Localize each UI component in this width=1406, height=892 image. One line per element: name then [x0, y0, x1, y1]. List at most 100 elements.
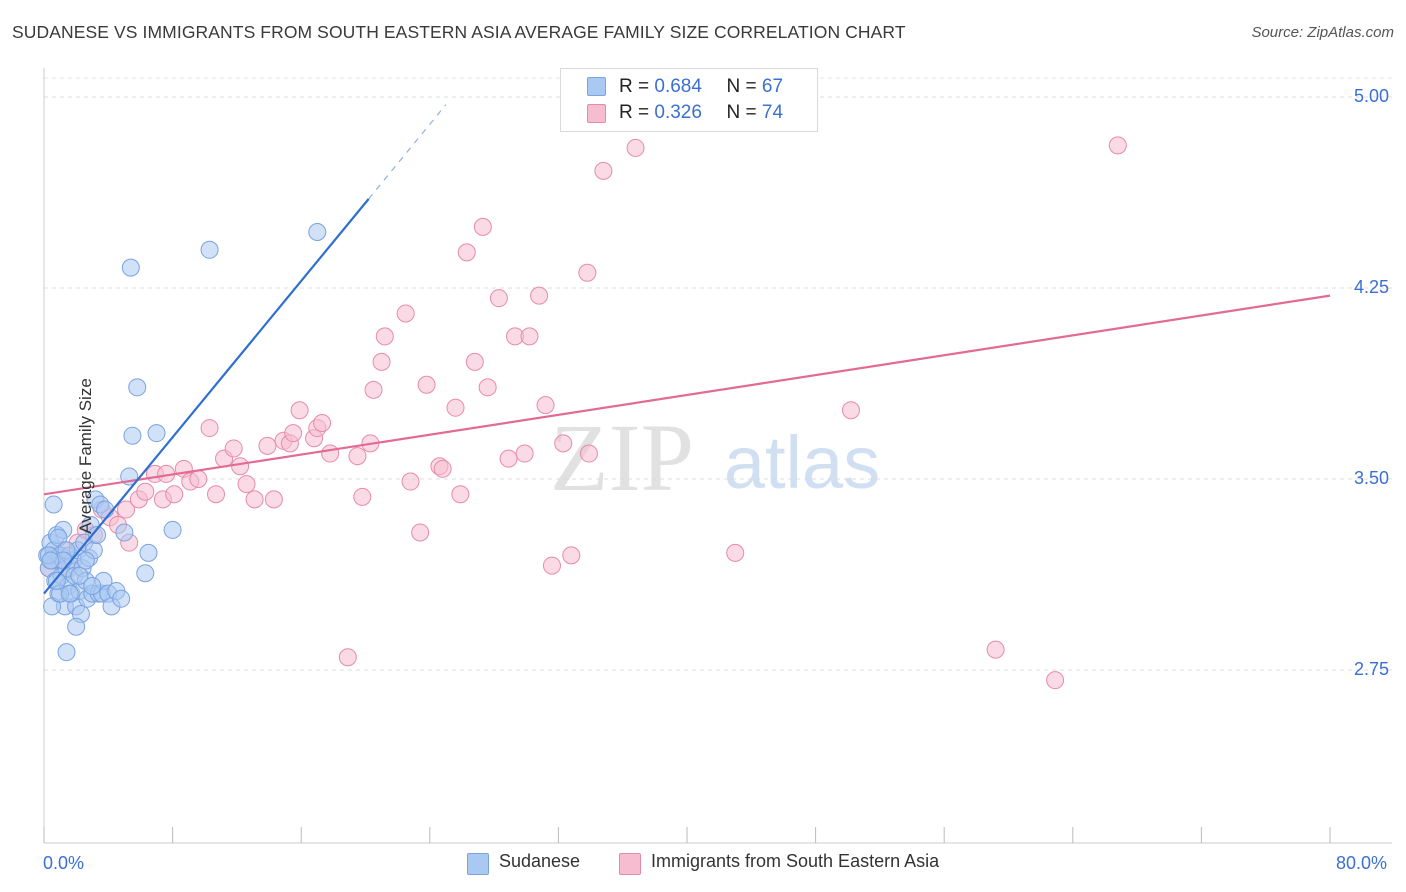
point-immigrants-22 — [200, 419, 219, 438]
point-immigrants-21 — [189, 470, 208, 488]
point-immigrants-54 — [457, 243, 476, 262]
point-immigrants-69 — [579, 444, 598, 463]
point-immigrants-44 — [372, 352, 391, 371]
point-immigrants-52 — [446, 398, 465, 417]
legend-swatch-immigrants — [587, 104, 606, 123]
point-immigrants-75 — [1046, 671, 1065, 690]
point-immigrants-28 — [245, 490, 264, 509]
trend-line-immigrants — [43, 294, 1331, 496]
point-immigrants-56 — [473, 217, 492, 236]
point-sudanese-52 — [44, 495, 63, 514]
point-immigrants-68 — [578, 263, 597, 282]
point-immigrants-25 — [224, 439, 243, 458]
point-immigrants-37 — [313, 413, 332, 432]
point-immigrants-51 — [433, 459, 452, 478]
point-sudanese-46 — [136, 564, 155, 583]
point-sudanese-50 — [200, 240, 219, 259]
point-sudanese-40 — [112, 589, 131, 608]
point-sudanese-49 — [163, 520, 182, 539]
point-sudanese-51 — [308, 222, 327, 241]
series-sudanese-points — [38, 222, 327, 662]
y-axis-label: Average Family Size — [75, 378, 95, 534]
point-sudanese-43 — [123, 426, 142, 445]
bottom-legend-immigrants: Immigrants from South Eastern Asia — [651, 851, 940, 871]
legend-r-value-sudanese: 0.684 — [654, 76, 702, 97]
point-immigrants-65 — [542, 556, 561, 575]
source-label: Source: ZipAtlas.com — [1251, 24, 1394, 41]
point-sudanese-57 — [67, 617, 86, 636]
point-immigrants-49 — [417, 375, 436, 394]
point-immigrants-63 — [530, 286, 549, 305]
point-immigrants-29 — [258, 436, 277, 455]
point-immigrants-57 — [478, 378, 497, 397]
point-immigrants-38 — [321, 444, 340, 463]
x-tick-label-min: 0.0% — [43, 853, 85, 873]
point-immigrants-18 — [165, 485, 184, 504]
legend-n-value-sudanese: 67 — [761, 76, 784, 97]
point-immigrants-72 — [726, 543, 745, 562]
bottom-legend-swatch-sudanese — [467, 853, 489, 875]
point-immigrants-45 — [375, 327, 394, 346]
point-immigrants-26 — [231, 457, 250, 476]
point-immigrants-30 — [264, 490, 283, 509]
point-sudanese-66 — [41, 551, 60, 570]
legend-row-immigrants: R = 0.326 N = 74 — [619, 102, 783, 124]
point-immigrants-61 — [515, 444, 534, 463]
point-immigrants-64 — [536, 396, 555, 415]
point-immigrants-71 — [626, 138, 645, 157]
point-immigrants-55 — [465, 352, 484, 371]
point-sudanese-59 — [47, 571, 66, 590]
point-sudanese-31 — [88, 526, 107, 545]
point-sudanese-53 — [49, 528, 68, 547]
legend-swatch-sudanese — [587, 77, 606, 96]
watermark: ZIP atlas — [550, 404, 880, 511]
axes — [43, 68, 1392, 844]
point-immigrants-53 — [451, 485, 470, 504]
legend-n-label: N = — [726, 76, 757, 97]
point-sudanese-58 — [57, 643, 76, 662]
x-tick-label-max: 80.0% — [1336, 853, 1388, 873]
point-immigrants-41 — [353, 487, 372, 506]
legend-row-sudanese: R = 0.684 N = 67 — [619, 76, 783, 98]
legend-r-label: R = — [619, 102, 650, 123]
point-immigrants-34 — [290, 401, 309, 420]
point-immigrants-66 — [554, 434, 573, 453]
legend-r-label: R = — [619, 76, 650, 97]
legend-n-value-immigrants: 74 — [761, 102, 784, 123]
legend-n-label: N = — [726, 102, 757, 123]
point-sudanese-62 — [70, 566, 89, 585]
point-immigrants-46 — [396, 304, 415, 323]
point-immigrants-11 — [116, 500, 135, 519]
point-immigrants-47 — [401, 472, 420, 491]
point-sudanese-63 — [76, 551, 95, 570]
point-immigrants-59 — [499, 449, 518, 468]
y-tick-label-2: 4.25 — [1354, 277, 1390, 297]
y-tick-label-1: 3.50 — [1354, 468, 1390, 488]
point-immigrants-33 — [284, 424, 303, 443]
point-immigrants-62 — [520, 327, 539, 346]
point-immigrants-48 — [411, 523, 430, 542]
point-sudanese-64 — [83, 576, 102, 595]
grid-lines — [44, 77, 1392, 671]
bottom-legend-sudanese: Sudanese — [499, 851, 581, 871]
trend-line-sudanese-extension — [368, 104, 447, 200]
point-immigrants-58 — [489, 289, 508, 308]
point-immigrants-70 — [594, 161, 613, 180]
point-sudanese-47 — [139, 543, 158, 562]
point-sudanese-36 — [96, 500, 115, 519]
watermark-zip: ZIP — [550, 404, 694, 511]
chart-title: SUDANESE VS IMMIGRANTS FROM SOUTH EASTER… — [12, 22, 906, 42]
y-tick-label-0: 2.75 — [1354, 659, 1390, 679]
point-immigrants-43 — [364, 380, 383, 399]
point-sudanese-44 — [121, 258, 140, 277]
legend-r-value-immigrants: 0.326 — [654, 102, 702, 123]
point-immigrants-23 — [207, 485, 226, 504]
point-immigrants-67 — [562, 546, 581, 565]
trend-lines — [43, 104, 1331, 595]
point-sudanese-61 — [60, 584, 79, 603]
stats-legend: R = 0.684 N = 67 R = 0.326 N = 74 — [560, 68, 818, 132]
point-sudanese-45 — [128, 378, 147, 397]
point-immigrants-74 — [986, 640, 1005, 659]
y-tick-label-3: 5.00 — [1354, 86, 1390, 106]
